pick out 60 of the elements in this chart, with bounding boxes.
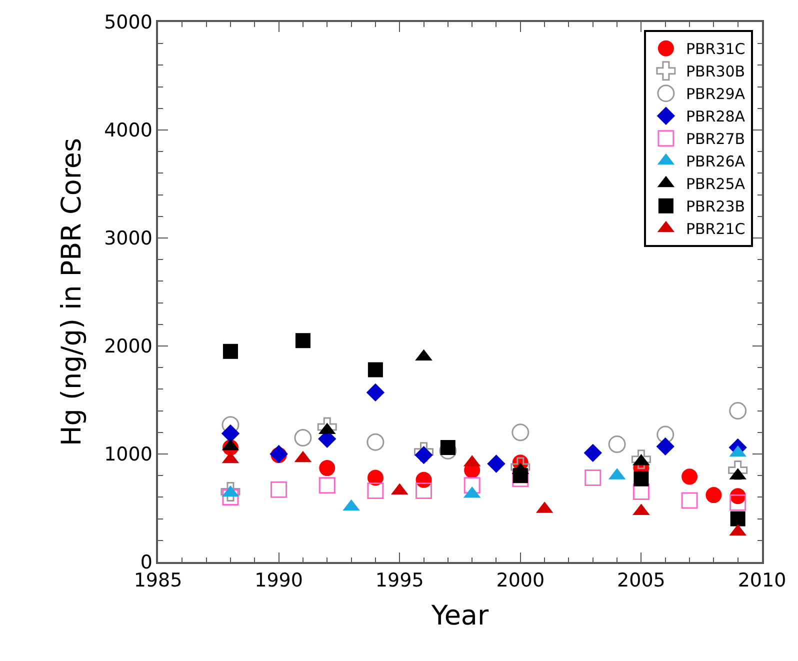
point	[632, 484, 650, 500]
point	[221, 424, 240, 443]
point	[367, 482, 384, 499]
legend-label: PBR29A	[686, 85, 746, 104]
point	[487, 454, 506, 473]
point	[440, 440, 456, 456]
legend-label: PBR31C	[686, 40, 746, 58]
point	[414, 442, 434, 462]
point	[728, 460, 748, 480]
y-tick-label: 3000	[104, 228, 152, 250]
legend-label: PBR25A	[686, 175, 746, 194]
x-axis-title: Year	[430, 600, 490, 632]
point	[318, 477, 336, 494]
point	[584, 444, 602, 462]
point	[706, 487, 722, 504]
x-tick-label: 2005	[617, 570, 666, 592]
point	[414, 446, 433, 464]
y-tick-label: 5000	[104, 12, 152, 34]
legend-label: PBR26A	[686, 152, 746, 171]
x-tick-label: 1990	[254, 570, 303, 592]
legend-label: PBR27B	[686, 130, 746, 148]
point	[464, 477, 480, 494]
point	[220, 482, 240, 502]
legend-label: PBR28A	[686, 108, 746, 126]
legend-label: PBR30B	[686, 62, 746, 81]
legend-label: PBR21C	[686, 220, 746, 238]
point	[584, 470, 602, 486]
x-tick-label: 1985	[134, 570, 182, 592]
point	[730, 511, 746, 526]
point	[631, 450, 651, 470]
point	[319, 460, 336, 476]
point	[634, 471, 649, 486]
point	[512, 424, 530, 442]
point	[729, 402, 747, 420]
point	[222, 344, 238, 359]
point	[656, 437, 674, 456]
point	[366, 433, 384, 451]
point	[512, 470, 529, 488]
point	[416, 482, 432, 499]
point	[681, 492, 698, 509]
point	[294, 429, 312, 447]
legend-label: PBR23B	[686, 198, 746, 216]
y-tick-label: 1000	[104, 444, 152, 466]
x-tick-label: 2000	[496, 570, 545, 592]
point	[682, 468, 698, 485]
point	[366, 383, 385, 402]
x-tick-label: 1995	[375, 570, 424, 592]
y-tick-label: 2000	[104, 336, 152, 358]
point	[730, 494, 746, 511]
point	[367, 470, 384, 486]
point	[656, 426, 674, 444]
point	[608, 436, 626, 454]
point	[222, 488, 239, 506]
y-tick-label: 4000	[104, 120, 152, 142]
y-axis-title: Hg (ng/g) in PBR Cores	[56, 138, 88, 446]
x-tick-label: 2010	[738, 570, 786, 592]
point	[368, 362, 383, 378]
point	[270, 481, 288, 498]
point	[295, 333, 310, 348]
point	[512, 468, 528, 484]
